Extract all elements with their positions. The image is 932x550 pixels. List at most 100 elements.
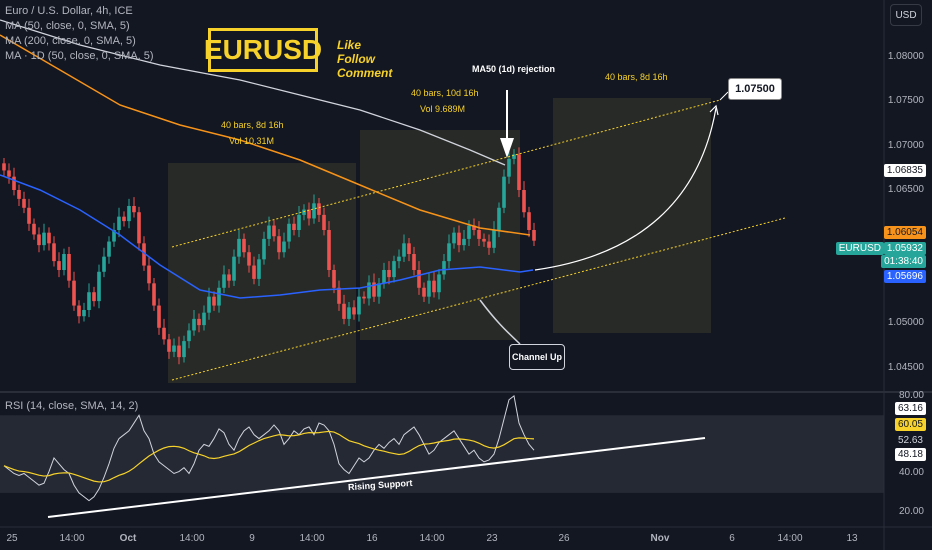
candle-body [237,238,241,257]
candle-body [322,214,326,230]
price-tick-label: 1.07500 [887,95,924,107]
candle-body [422,287,426,297]
channel-pointer [479,299,521,345]
price-tick-label: 1.08000 [887,50,924,62]
time-tick-label: 23 [486,533,498,544]
candle-body [307,209,311,219]
candle-body [492,230,496,248]
ma50-line [0,174,534,299]
candle-body [262,238,266,260]
candle-body [452,232,456,244]
box3-bars-label: 40 bars, 8d 16h [605,72,668,82]
candle-body [107,241,111,257]
candle-body [112,230,116,242]
candle-body [252,265,256,279]
candle-body [182,341,186,358]
rsi-line [3,394,535,502]
candle-body [17,190,21,199]
candle-body [347,307,351,319]
candle-body [407,243,411,254]
box1-bars-label: 40 bars, 8d 16h [221,120,284,130]
rsi-tag-1: 63.16 [894,402,926,415]
candle-body [287,223,291,242]
time-tick-label: 14:00 [419,533,445,544]
time-tick-label: 25 [6,533,18,544]
candle-body [502,176,506,208]
ma200-line [0,34,531,236]
candle-body [282,241,286,253]
candle-body [297,214,301,230]
candle-body [197,318,201,326]
symbol-label[interactable]: Euro / U.S. Dollar, 4h, ICE [5,5,133,17]
candle-body [92,292,96,302]
candle-body [417,270,421,288]
cta-like: Like [337,38,362,52]
candle-body [387,270,391,278]
candle-body [97,271,101,302]
projection-arrowhead [709,104,719,116]
candle-body [132,206,136,213]
candle-body [42,232,46,246]
candle-body [232,256,236,281]
candle-body [337,287,341,304]
candle-body [177,345,181,358]
box2-vol-label: Vol 9.689M [420,104,466,114]
candle-body [57,261,61,270]
candle-body [477,230,481,239]
time-tick-label: Oct [119,533,137,544]
candle-body [277,236,281,253]
ma50-value-tag: 1.05696 [883,270,926,283]
cta-follow: Follow [337,52,375,66]
price-tick-label: 1.07000 [887,139,924,151]
rsi-sma-line [3,430,535,483]
candle-body [257,259,261,279]
candle-body [332,270,336,288]
candle-body [342,303,346,319]
candle-body [522,190,526,213]
rsi-tag-3: 52.63 [894,434,926,447]
target-callout[interactable]: 1.07500 [728,78,782,100]
candle-body [482,238,486,242]
candle-body [77,305,81,317]
ma50-label[interactable]: MA (50, close, 0, SMA, 5) [5,20,130,32]
candle-body [367,282,371,299]
rsi-tag-4: 48.18 [894,448,926,461]
candle-body [437,274,441,293]
candle-body [172,345,176,352]
title-box: EURUSD [204,28,322,72]
candle-body [167,339,171,352]
ma200-label[interactable]: MA (200, close, 0, SMA, 5) [5,35,136,47]
price-tick-label: 1.04500 [887,361,924,373]
candle-body [497,207,501,230]
channel-callout[interactable]: Channel Up [509,344,565,370]
rsi-band [0,415,884,493]
candle-body [312,203,316,219]
candle-body [362,296,366,299]
time-tick-label: 14:00 [777,533,803,544]
candle-body [467,225,471,239]
candle-body [87,292,91,310]
candle-body [512,154,516,159]
projection-curve [534,107,717,271]
rsi-legend: RSI (14, close, SMA, 14, 2) [5,399,138,414]
time-tick-label: 13 [846,533,858,544]
candle-body [472,225,476,230]
candle-body [327,230,331,270]
candle-body [267,225,271,239]
candle-body [67,254,71,281]
candle-body [2,163,6,171]
candle-body [532,230,536,241]
candle-body [357,296,361,315]
candle-body [192,318,196,331]
candle-body [352,307,356,315]
rising-support-line [47,437,706,518]
ma1d-label[interactable]: MA · 1D (50, close, 0, SMA, 5) [5,50,154,62]
candle-body [247,252,251,266]
rsi-label[interactable]: RSI (14, close, SMA, 14, 2) [5,400,139,412]
currency-button[interactable]: USD [890,4,922,26]
candle-body [187,330,191,342]
time-tick-label: 6 [729,533,735,544]
candle-body [242,238,246,253]
candle-body [62,254,66,270]
